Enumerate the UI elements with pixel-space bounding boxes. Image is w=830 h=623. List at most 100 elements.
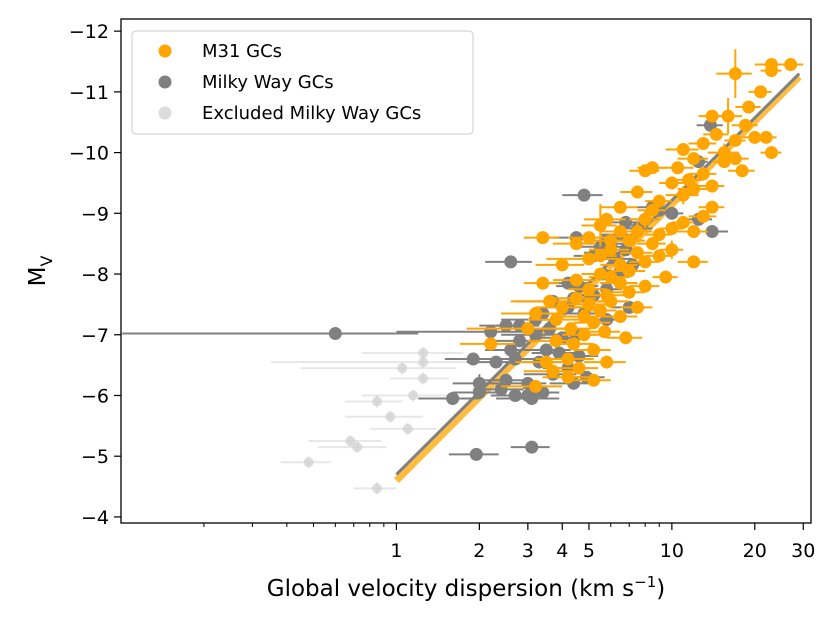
marker	[494, 382, 508, 396]
marker	[676, 143, 690, 157]
m31-point	[535, 258, 585, 272]
x-axis-title: Global velocity dispersion (km s−1)	[267, 573, 666, 602]
m31-point	[581, 204, 617, 247]
m31-point	[688, 167, 717, 181]
marker	[630, 225, 644, 239]
marker	[604, 270, 618, 284]
m31-point	[677, 152, 708, 166]
m31-point	[573, 316, 611, 330]
marker	[764, 146, 778, 160]
m31-point	[606, 331, 643, 345]
m31-point	[754, 130, 777, 144]
marker	[577, 310, 591, 324]
marker	[696, 136, 710, 150]
marker	[638, 279, 652, 293]
m31-point	[652, 270, 678, 284]
marker	[418, 357, 429, 368]
m31-point	[620, 246, 653, 260]
m31-point	[728, 164, 755, 178]
m31-point	[588, 243, 630, 257]
m31-point	[671, 215, 694, 229]
marker	[645, 237, 659, 251]
marker	[705, 200, 719, 214]
marker	[784, 58, 798, 72]
m31-point	[629, 279, 660, 293]
y-axis-title-subscript: V	[37, 256, 56, 267]
marker	[593, 218, 607, 232]
x-tick-label: 5	[583, 540, 595, 562]
excluded-point	[318, 441, 387, 454]
marker	[764, 64, 778, 78]
marker	[717, 155, 731, 169]
excluded-point	[344, 395, 403, 408]
marker	[418, 373, 429, 384]
marker	[539, 355, 553, 369]
marker	[418, 347, 429, 358]
m31-point	[731, 118, 758, 132]
marker	[717, 146, 731, 160]
marker	[738, 118, 752, 132]
y-tick-label: −12	[69, 21, 109, 43]
marker	[525, 440, 539, 454]
m31-point	[610, 264, 646, 278]
marker	[402, 423, 413, 434]
marker	[577, 328, 591, 342]
marker	[659, 270, 673, 284]
marker	[587, 343, 601, 357]
legend: M31 GCs Milky Way GCs Excluded Milky Way…	[131, 30, 474, 135]
m31-point	[659, 221, 684, 235]
y-tick-label: −10	[69, 143, 109, 165]
marker	[613, 310, 627, 324]
m31-point	[620, 185, 653, 199]
marker	[665, 206, 679, 220]
marker	[652, 249, 666, 263]
marker	[630, 246, 644, 260]
marker	[397, 363, 408, 374]
marker	[543, 294, 557, 308]
marker	[754, 85, 768, 99]
legend-box	[131, 30, 474, 135]
excluded-point	[280, 456, 332, 469]
marker	[408, 390, 419, 401]
milky-way-point	[466, 355, 520, 369]
excluded-point	[270, 356, 488, 369]
m31-point	[501, 307, 563, 321]
milky-way-point	[562, 188, 603, 202]
m31-point	[535, 300, 585, 314]
marker	[489, 355, 503, 369]
marker	[709, 127, 723, 141]
x-axis-title-superscript: −1	[634, 573, 656, 591]
marker	[676, 188, 690, 202]
m31-point	[600, 200, 638, 214]
plot-frame	[120, 18, 812, 524]
series-m31-gcs	[459, 49, 804, 393]
m31-point	[556, 310, 607, 324]
marker	[728, 152, 742, 166]
marker	[638, 255, 652, 269]
marker	[728, 133, 742, 147]
marker	[569, 273, 583, 287]
m31-point	[510, 294, 579, 308]
m31-point	[760, 64, 782, 78]
milky-way-point	[448, 447, 499, 461]
m31-point	[549, 337, 594, 351]
marker	[572, 361, 586, 375]
marker	[638, 212, 652, 226]
marker	[696, 167, 710, 181]
marker	[735, 164, 749, 178]
m31-point	[515, 355, 571, 369]
m31-point	[459, 337, 516, 351]
m31-point	[688, 136, 717, 150]
marker	[604, 294, 618, 308]
marker	[705, 109, 719, 123]
marker	[466, 352, 480, 366]
marker	[728, 67, 742, 81]
m31-point	[637, 203, 666, 217]
m31-point	[546, 252, 621, 266]
excluded-point	[344, 410, 424, 423]
marker	[499, 319, 513, 333]
marker	[582, 231, 596, 245]
m31-point	[637, 237, 666, 251]
marker	[569, 237, 583, 251]
marker	[582, 282, 596, 296]
